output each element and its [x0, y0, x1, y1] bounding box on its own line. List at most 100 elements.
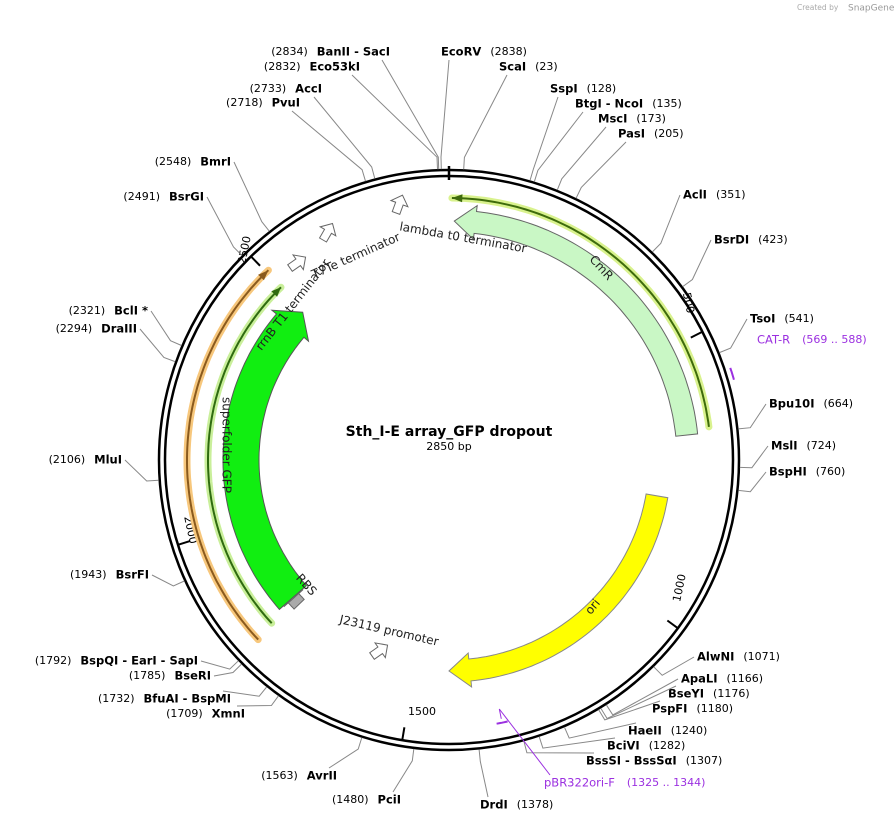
site-position: (2832)	[264, 60, 301, 73]
rbs-box	[283, 589, 305, 610]
site-name: BtgI - NcoI	[575, 97, 643, 111]
site-position: (1166)	[727, 672, 764, 685]
site-leader	[206, 196, 243, 256]
site-name: BsrDI	[714, 233, 749, 247]
site-leader	[598, 700, 661, 721]
site-position: (2491)	[123, 190, 160, 203]
primer-mark	[496, 720, 508, 725]
site-position: (664)	[823, 397, 853, 410]
rrnb-icon	[287, 254, 307, 272]
lambda-t0-icon	[389, 194, 409, 216]
tick-mark	[177, 539, 191, 546]
primer-leader	[498, 708, 551, 776]
site-position: (2548)	[155, 155, 192, 168]
gfp-highlight	[207, 286, 282, 624]
site-position: (760)	[816, 465, 846, 478]
site-position: (2294)	[56, 322, 93, 335]
site-position: (128)	[587, 82, 617, 95]
site-position: (1180)	[696, 702, 733, 715]
site-leader	[523, 741, 595, 754]
site-position: (2733)	[250, 82, 287, 95]
site-leader	[739, 445, 769, 469]
site-position: (2321)	[69, 304, 106, 317]
site-leader	[291, 110, 366, 182]
orange-highlight	[186, 269, 270, 641]
primer-mark	[729, 367, 735, 381]
site-position: (1792)	[35, 654, 72, 667]
site-position: (1240)	[671, 724, 708, 737]
site-name: AvrII	[307, 769, 337, 783]
site-position: (1071)	[743, 650, 780, 663]
primer-range: (1325 .. 1344)	[627, 776, 706, 789]
site-leader	[653, 656, 695, 676]
site-position: (2718)	[226, 96, 263, 109]
site-name: ScaI	[499, 60, 526, 74]
feature-label: superfolder GFP	[220, 397, 234, 493]
tick-mark	[690, 330, 703, 339]
site-position: (1943)	[70, 568, 107, 581]
site-name: DraIII	[101, 322, 137, 336]
site-leader	[575, 141, 627, 199]
site-leader	[150, 310, 182, 346]
site-position: (541)	[784, 312, 814, 325]
site-leader	[392, 748, 415, 793]
site-name: BanII - SacI	[317, 45, 390, 59]
site-name: MscI	[598, 112, 627, 126]
site-leader	[556, 126, 607, 191]
site-name: PciI	[378, 793, 401, 807]
site-name: XmnI	[212, 707, 245, 721]
tick-mark	[666, 619, 679, 630]
cmr-highlight-head	[451, 194, 463, 203]
site-position: (1732)	[98, 692, 135, 705]
site-leader	[533, 111, 584, 182]
site-position: (423)	[758, 233, 788, 246]
t7te-icon	[318, 222, 337, 243]
site-leader	[200, 660, 239, 670]
site-leader	[151, 574, 185, 587]
site-leader	[600, 685, 677, 720]
site-name: AclI	[683, 188, 707, 202]
site-leader	[529, 96, 559, 181]
tick-label: 1500	[408, 705, 436, 718]
site-leader	[236, 695, 279, 707]
site-name: AccI	[295, 82, 322, 96]
site-position: (205)	[654, 127, 684, 140]
tick-mark	[401, 727, 406, 741]
site-name: PasI	[618, 127, 645, 141]
site-leader	[652, 194, 681, 253]
site-position: (1378)	[517, 798, 554, 811]
site-leader	[351, 74, 438, 170]
site-leader	[222, 686, 268, 697]
site-position: (1563)	[261, 769, 298, 782]
tick-label: 500	[680, 291, 697, 314]
site-leader	[563, 722, 637, 739]
site-name: MluI	[94, 453, 122, 467]
site-name: DrdI	[480, 798, 508, 812]
site-leader	[139, 328, 176, 363]
site-position: (135)	[652, 97, 682, 110]
primer-name: pBR322ori-F	[544, 776, 615, 790]
feature-label: J23119 promoter	[337, 612, 440, 649]
site-name: BfuAI - BspMI	[144, 692, 231, 706]
site-name: PspFI	[652, 702, 687, 716]
site-name: HaeII	[628, 724, 662, 738]
site-name: PvuI	[272, 96, 300, 110]
site-leader	[213, 663, 242, 677]
site-position: (23)	[535, 60, 558, 73]
site-leader	[538, 736, 616, 749]
site-leader	[124, 459, 159, 482]
site-leader	[463, 74, 508, 170]
cmr-arrow	[453, 204, 699, 437]
orange-highlight-head	[258, 270, 269, 281]
site-leader	[328, 737, 363, 769]
site-name: BsrGI	[169, 190, 204, 204]
site-leader	[738, 403, 767, 430]
site-leader	[478, 749, 489, 798]
site-position: (1307)	[686, 754, 723, 767]
site-position: (173)	[636, 112, 666, 125]
site-position: (1282)	[649, 739, 686, 752]
site-leader	[738, 471, 767, 493]
tick-mark	[250, 255, 261, 267]
site-name: ApaLI	[681, 672, 718, 686]
